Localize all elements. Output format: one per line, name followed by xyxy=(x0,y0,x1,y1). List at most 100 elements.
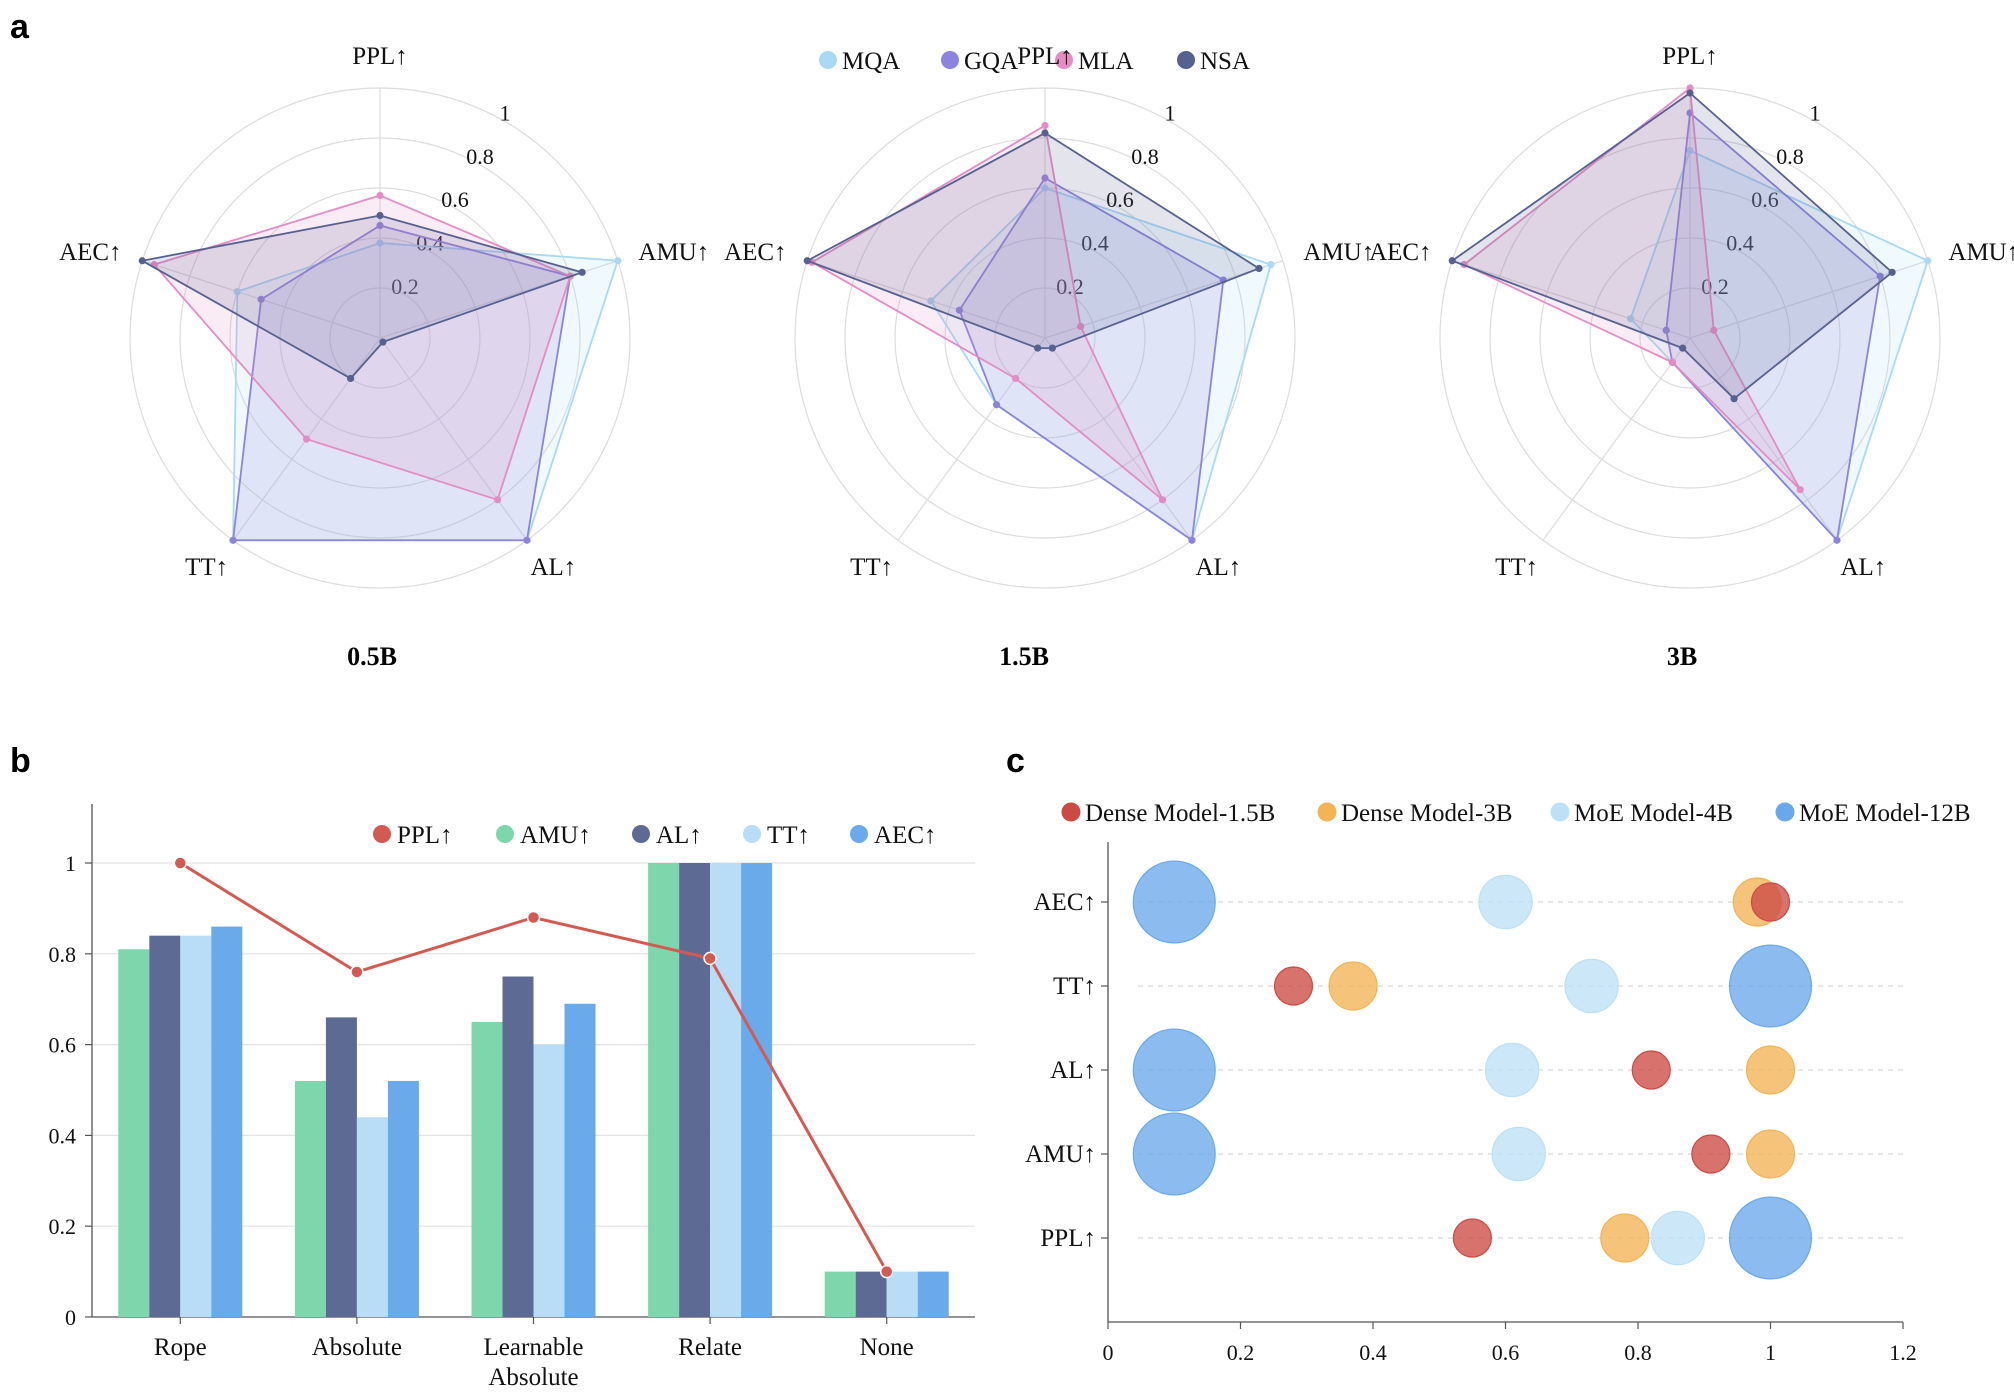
y-tick-label: 0.4 xyxy=(49,1123,77,1148)
radar-point-gqa xyxy=(1188,536,1196,544)
bubble-moe-model-12b-tt xyxy=(1728,944,1813,1028)
radar-axis-label-aec: AEC↑ xyxy=(59,239,122,266)
c-x-tick-label: 1.2 xyxy=(1889,1340,1917,1365)
bar-tt-relate xyxy=(710,863,742,1317)
radar-axis-label-ppl: PPL↑ xyxy=(1662,43,1718,70)
radar-point-nsa xyxy=(803,257,811,265)
radar-point-nsa xyxy=(1730,395,1738,403)
radar-point-mqa xyxy=(233,288,241,296)
y-tick-label: 0 xyxy=(65,1305,76,1330)
radar-1.5b: 0.2 0.4 0.6 0.81 PPL↑ AMU↑ AL↑ TT↑ AEC↑ 1.5B xyxy=(724,43,1374,671)
x-tick-label-none: None xyxy=(860,1334,914,1361)
radar-spoke-3 xyxy=(1044,337,1193,541)
x-tick-label-rope: Rope xyxy=(154,1334,207,1361)
c-legend-marker-moe-model-4b xyxy=(1550,802,1570,822)
bar-legend-label-tt: TT↑ xyxy=(767,822,810,849)
radar-axis-label-al: AL↑ xyxy=(530,554,576,581)
bar-al-absolute xyxy=(325,1017,357,1317)
bar-al-relate xyxy=(679,863,711,1317)
x-tick-label-relate: Relate xyxy=(678,1334,742,1361)
bar-amu-relate xyxy=(648,863,680,1317)
radar-point-gqa xyxy=(1876,272,1884,280)
radar-3b: 0.2 0.4 0.6 0.81 PPL↑ AMU↑ AL↑ TT↑ AEC↑ 3B xyxy=(1369,43,2014,671)
radar-point-mqa xyxy=(1267,261,1275,269)
c-legend-label-dense-model-1.5b: Dense Model-1.5B xyxy=(1085,800,1275,827)
radar-series-nsa xyxy=(139,214,586,380)
bar-legend-marker-aec xyxy=(850,825,868,843)
line-point-ppl xyxy=(173,856,188,870)
radar-ring-label: 1 xyxy=(1810,101,1821,126)
bar-aec-relate xyxy=(741,863,773,1317)
bar-legend-marker-amu xyxy=(496,825,514,843)
radar-point-gqa xyxy=(955,306,964,314)
radar-series-gqa xyxy=(232,224,572,542)
line-point-ppl xyxy=(350,965,364,979)
radar-ring-label: 0.8 xyxy=(1131,144,1159,169)
bubble-moe-model-12b-aec xyxy=(1132,860,1216,944)
radar-series-gqa xyxy=(1665,111,1882,543)
radar-axis-label-tt: TT↑ xyxy=(1495,554,1538,581)
c-y-tick-label-amu: AMU↑ xyxy=(1025,1141,1096,1168)
radar-point-mla xyxy=(1796,486,1804,494)
bar-legend-label-ppl: PPL↑ xyxy=(397,822,453,849)
radar-ring-label: 0.4 xyxy=(1081,230,1109,255)
c-x-tick-label: 0.4 xyxy=(1359,1340,1387,1365)
radar-legend: MQA GQA MLA NSA xyxy=(819,48,1250,75)
bar-aec-rope xyxy=(211,926,243,1317)
bar-aec-none xyxy=(917,1271,949,1317)
radar-axis-label-al: AL↑ xyxy=(1195,554,1241,581)
c-legend-marker-dense-model-3b xyxy=(1317,802,1337,822)
x-tick-label-learnable: Learnable xyxy=(484,1334,584,1361)
radar-ring-label: 0.6 xyxy=(1751,187,1779,212)
bubble-moe-model-4b-ppl xyxy=(1650,1210,1705,1266)
radar-point-nsa xyxy=(1048,344,1056,352)
bubble-dense-model-1.5b-ppl xyxy=(1452,1218,1492,1258)
radar-ring-label: 1 xyxy=(500,101,511,126)
c-x-tick-label: 1 xyxy=(1765,1340,1776,1365)
radar-spoke-2 xyxy=(1689,260,1928,339)
legend-label-gqa: GQA xyxy=(964,48,1018,75)
radar-point-mqa xyxy=(1626,315,1635,323)
radar-title-3b: 3B xyxy=(1667,642,1697,671)
radar-charts: MQA GQA MLA NSA0.20.40.60.81PPL↑AMU↑AL↑TT↑A… xyxy=(59,43,2014,671)
radar-ring-label: 0.2 xyxy=(1056,274,1084,299)
radar-axis-label-tt: TT↑ xyxy=(850,554,893,581)
panel-label-c: c xyxy=(1006,742,1025,780)
radar-title-1.5b: 1.5B xyxy=(999,642,1049,671)
radar-point-gqa xyxy=(1041,174,1049,182)
y-tick-label: 1 xyxy=(65,851,76,876)
radar-point-mqa xyxy=(927,297,935,305)
bar-tt-rope xyxy=(180,935,212,1317)
radar-point-nsa xyxy=(347,374,355,383)
bar-legend-label-aec: AEC↑ xyxy=(874,822,937,849)
radar-ring-label: 0.6 xyxy=(441,187,469,212)
bubble-moe-model-4b-aec xyxy=(1478,874,1533,930)
bubble-moe-model-4b-al xyxy=(1484,1042,1540,1098)
bar-amu-none xyxy=(824,1271,856,1317)
radar-spoke-4 xyxy=(897,337,1046,541)
bar-legend-marker-tt xyxy=(743,825,761,843)
c-legend-label-moe-model-12b: MoE Model-12B xyxy=(1799,800,1971,827)
radar-spoke-5 xyxy=(1452,260,1691,339)
radar-axis-label-tt: TT↑ xyxy=(185,554,228,581)
radar-point-nsa xyxy=(138,257,146,265)
bar-tt-none xyxy=(886,1271,918,1317)
radar-axis-label-aec: AEC↑ xyxy=(1369,239,1432,266)
c-y-tick-label-aec: AEC↑ xyxy=(1034,889,1097,916)
radar-point-gqa xyxy=(1833,536,1841,544)
radar-series-nsa xyxy=(1450,91,1894,400)
x-tick-label-absolute: Absolute xyxy=(312,1334,402,1361)
bubble-moe-model-4b-tt xyxy=(1564,958,1619,1014)
panel-label-a: a xyxy=(10,8,30,46)
radar-point-mla xyxy=(1710,326,1718,334)
radar-point-mqa xyxy=(376,239,384,247)
radar-spoke-3 xyxy=(1689,337,1838,541)
radar-point-nsa xyxy=(1448,257,1456,265)
legend-label-nsa: NSA xyxy=(1200,48,1250,75)
bar-legend-marker-al xyxy=(632,825,650,843)
radar-spoke-4 xyxy=(1542,337,1691,541)
bubble-moe-model-12b-al xyxy=(1132,1028,1216,1112)
c-y-tick-label-al: AL↑ xyxy=(1050,1057,1096,1084)
radar-axis-label-aec: AEC↑ xyxy=(724,239,787,266)
